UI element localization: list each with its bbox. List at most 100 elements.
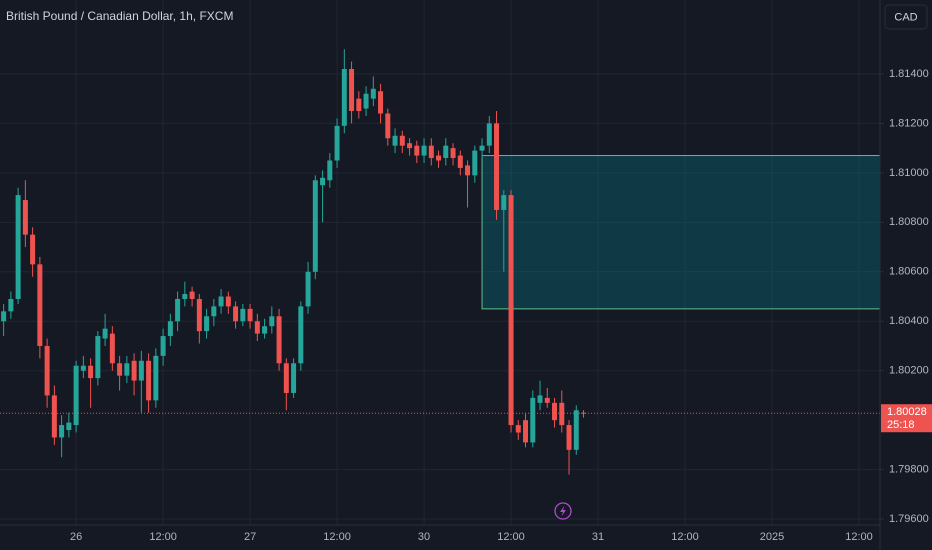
candle-body — [544, 397, 550, 403]
candle-body — [334, 125, 340, 161]
candle-body — [276, 316, 282, 364]
candle-body — [327, 160, 333, 181]
x-tick-label: 2025 — [760, 531, 784, 543]
candle-body — [59, 425, 65, 438]
candle-body — [472, 150, 478, 176]
last-price-label: 1.80028 — [887, 406, 927, 418]
y-tick-label: 1.79600 — [889, 513, 929, 525]
candle-body — [566, 425, 572, 450]
candle-body — [486, 123, 492, 146]
candle-body — [160, 336, 166, 356]
candle-body — [80, 365, 86, 371]
x-tick-label: 12:00 — [323, 531, 351, 543]
candle-body — [363, 93, 369, 109]
candle-body — [385, 113, 391, 139]
candle-body — [537, 395, 543, 403]
candle-body — [457, 155, 463, 168]
y-tick-label: 1.81400 — [889, 68, 929, 80]
candle-body — [530, 397, 536, 443]
candle-body — [552, 402, 558, 421]
candle-body — [320, 177, 326, 186]
candle-body — [109, 333, 115, 364]
candle-body — [501, 195, 507, 210]
candle-body — [146, 360, 152, 401]
candle-body — [407, 143, 413, 149]
x-tick-label: 27 — [244, 531, 256, 543]
candle-body — [414, 145, 420, 156]
x-tick-label: 31 — [592, 531, 604, 543]
candle-body — [428, 145, 434, 159]
candle-body — [196, 298, 202, 332]
candle-body — [211, 306, 217, 317]
candle-body — [436, 155, 442, 161]
chart-title: British Pound / Canadian Dollar, 1h, FXC… — [6, 9, 233, 23]
candle-body — [153, 355, 159, 401]
candle-body — [117, 363, 123, 376]
candle-body — [349, 68, 355, 112]
candle-body — [421, 145, 427, 156]
candle-body — [559, 402, 565, 426]
candle-body — [225, 296, 231, 307]
candle-body — [465, 165, 471, 176]
currency-button[interactable] — [884, 4, 928, 30]
candle-body — [37, 264, 43, 346]
y-tick-label: 1.80600 — [889, 266, 929, 278]
y-tick-label: 1.81000 — [889, 167, 929, 179]
currency-label[interactable]: CAD — [894, 11, 917, 23]
candle-body — [102, 328, 108, 339]
plot — [0, 49, 881, 475]
candle-body — [1, 311, 7, 322]
y-tick-label: 1.79800 — [889, 464, 929, 476]
candle-body — [494, 123, 500, 210]
x-tick-label: 12:00 — [149, 531, 177, 543]
countdown-label: 25:18 — [887, 419, 915, 431]
candle-body — [291, 363, 297, 393]
candle-body — [131, 360, 137, 381]
candle-body — [573, 410, 579, 450]
lightning-icon[interactable] — [554, 502, 572, 520]
candle-body — [356, 98, 362, 112]
candle-body — [204, 316, 210, 332]
candle-body — [262, 326, 268, 334]
y-tick-label: 1.80800 — [889, 216, 929, 228]
x-tick-label: 30 — [418, 531, 430, 543]
candle-body — [95, 336, 101, 379]
candle-body — [138, 360, 144, 381]
candle-body — [88, 365, 94, 379]
y-tick-label: 1.80400 — [889, 315, 929, 327]
candle-body — [269, 316, 275, 327]
candle-body — [51, 395, 57, 438]
candle-body — [370, 88, 376, 99]
candle-body — [581, 412, 587, 414]
candle-body — [218, 296, 224, 307]
candle-body — [392, 135, 398, 146]
candle-body — [66, 422, 72, 431]
candle-body — [254, 321, 260, 334]
x-tick-label: 12:00 — [845, 531, 873, 543]
x-tick-label: 12:00 — [497, 531, 525, 543]
candle-body — [44, 345, 50, 396]
candle-body — [240, 308, 246, 322]
candle-body — [167, 321, 173, 337]
candle-body — [341, 68, 347, 126]
candle-body — [189, 291, 195, 299]
y-tick-label: 1.81200 — [889, 117, 929, 129]
last-price-box — [881, 404, 932, 433]
x-tick-label: 26 — [70, 531, 82, 543]
candle-body — [175, 298, 181, 322]
candle-body — [399, 135, 405, 146]
candle-body — [508, 195, 514, 426]
x-tick-label: 12:00 — [671, 531, 699, 543]
candle-body — [298, 306, 304, 364]
candle-body — [312, 180, 318, 272]
candle-body — [30, 234, 36, 265]
candle-body — [182, 294, 188, 299]
candle-body — [450, 148, 456, 159]
y-tick-label: 1.80200 — [889, 365, 929, 377]
candle-body — [523, 420, 529, 443]
candle-body — [73, 365, 79, 426]
candle-body — [283, 363, 289, 393]
candle-body — [22, 200, 28, 235]
